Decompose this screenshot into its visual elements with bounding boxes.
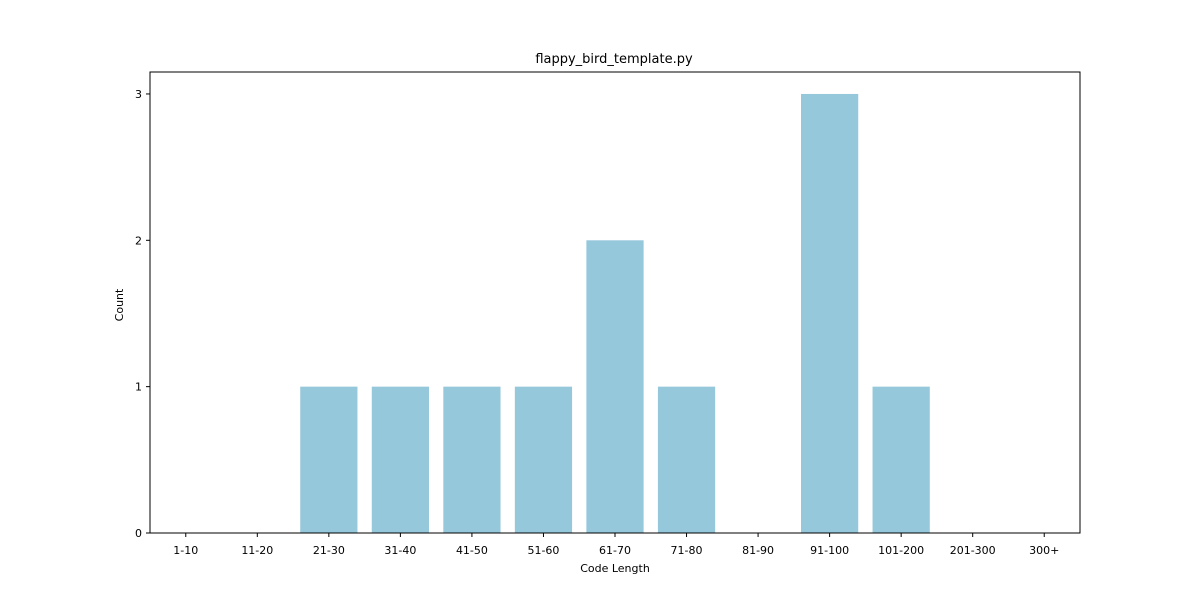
x-tick-label: 31-40: [384, 544, 416, 557]
bar-101-200: [872, 386, 930, 533]
x-tick-label: 81-90: [742, 544, 774, 557]
y-axis-label: Count: [113, 288, 126, 321]
bars-group: [300, 93, 930, 534]
x-tick-label: 1-10: [173, 544, 198, 557]
y-axis: 0 1 2 3: [135, 88, 150, 540]
x-tick-label: 101-200: [878, 544, 924, 557]
y-tick-label: 0: [135, 527, 142, 540]
x-axis-label: Code Length: [580, 562, 650, 575]
x-tick-label: 41-50: [456, 544, 488, 557]
y-tick-label: 1: [135, 381, 142, 394]
chart-title: flappy_bird_template.py: [535, 52, 693, 67]
x-tick-label: 61-70: [599, 544, 631, 557]
bar-91-100: [801, 93, 859, 533]
y-tick-label: 2: [135, 234, 142, 247]
bar-31-40: [371, 386, 429, 533]
bar-21-30: [300, 386, 358, 533]
x-tick-label: 71-80: [671, 544, 703, 557]
bar-71-80: [657, 386, 716, 533]
x-tick-label: 300+: [1029, 544, 1059, 557]
x-axis: 1-10 11-20 21-30 31-40 41-50 51-60 61-70 71-80 8…: [173, 533, 1059, 557]
y-tick-label: 3: [135, 88, 142, 101]
bar-61-70: [586, 240, 644, 534]
x-tick-label: 21-30: [313, 544, 345, 557]
x-tick-label: 91-100: [810, 544, 849, 557]
x-tick-label: 11-20: [241, 544, 273, 557]
x-tick-label: 201-300: [950, 544, 996, 557]
x-tick-label: 51-60: [527, 544, 559, 557]
bar-41-50: [443, 386, 501, 533]
bar-51-60: [514, 386, 573, 533]
